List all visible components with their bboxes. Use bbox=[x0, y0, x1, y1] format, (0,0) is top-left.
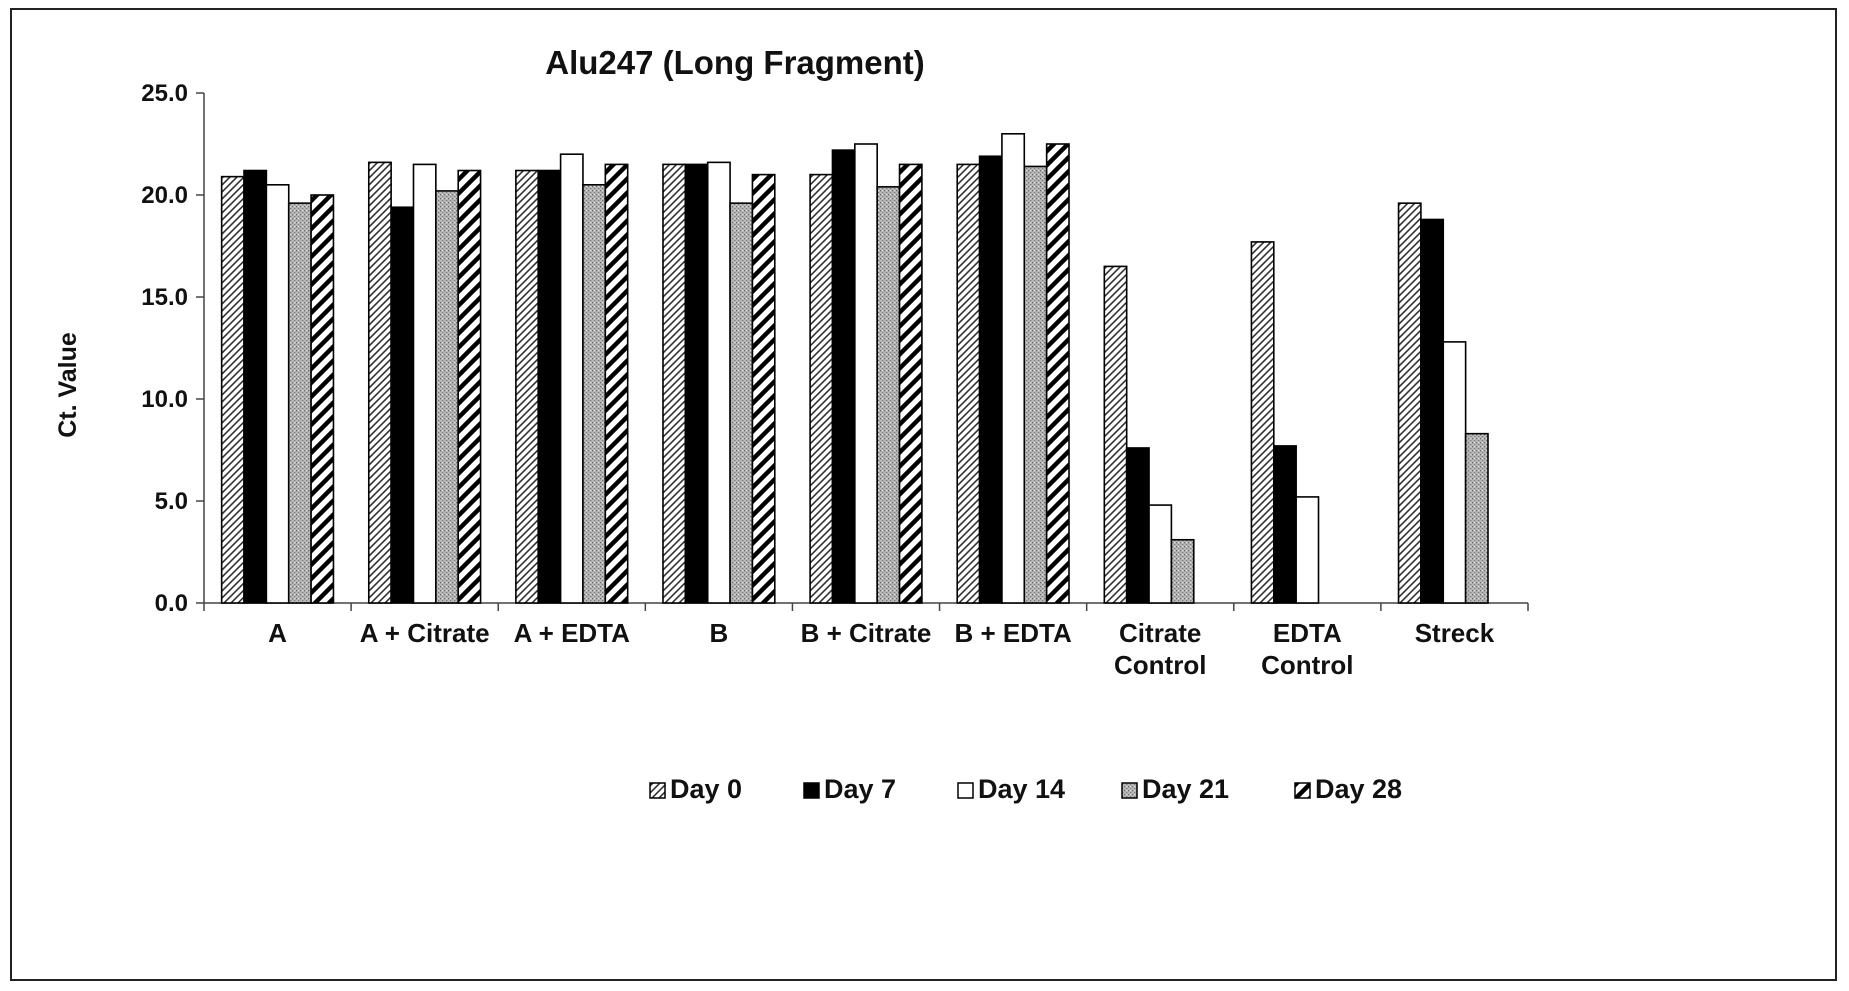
y-tick-label: 5.0 bbox=[155, 488, 188, 515]
bar-day-7 bbox=[244, 171, 266, 603]
legend: Day 0 Day 7 Day 14 Day 21 Day 28 bbox=[650, 774, 1402, 804]
x-category-label: B + Citrate bbox=[801, 618, 932, 648]
bar-day-21 bbox=[1171, 540, 1193, 603]
legend-swatch bbox=[1295, 783, 1310, 798]
bar-day-28 bbox=[900, 164, 922, 603]
bars-group bbox=[222, 134, 1488, 603]
bar-day-14 bbox=[1296, 497, 1318, 603]
bar-day-0 bbox=[1251, 242, 1273, 603]
bar-day-7 bbox=[1421, 219, 1443, 603]
bar-day-21 bbox=[289, 203, 311, 603]
bar-day-0 bbox=[516, 171, 538, 603]
bar-day-21 bbox=[1466, 434, 1488, 603]
bar-day-21 bbox=[730, 203, 752, 603]
bar-day-0 bbox=[957, 164, 979, 603]
bar-day-0 bbox=[222, 177, 244, 603]
bar-day-0 bbox=[1104, 266, 1126, 603]
legend-swatch bbox=[650, 783, 665, 798]
x-category-label: B bbox=[709, 618, 728, 648]
chart-title: Alu247 (Long Fragment) bbox=[545, 44, 925, 81]
bar-day-21 bbox=[1024, 166, 1046, 603]
bar-day-14 bbox=[1149, 505, 1171, 603]
x-category-label: Streck bbox=[1415, 618, 1495, 648]
bar-day-14 bbox=[266, 185, 288, 603]
bar-day-7 bbox=[538, 171, 560, 603]
bar-day-14 bbox=[1443, 342, 1465, 603]
bar-day-14 bbox=[855, 144, 877, 603]
y-tick-label: 10.0 bbox=[141, 386, 188, 413]
bar-day-0 bbox=[369, 162, 391, 603]
bar-day-7 bbox=[685, 164, 707, 603]
bar-day-14 bbox=[708, 162, 730, 603]
bar-day-7 bbox=[391, 207, 413, 603]
y-axis-label: Ct. Value bbox=[54, 332, 82, 438]
y-tick-label: 25.0 bbox=[141, 80, 188, 107]
bar-day-7 bbox=[1274, 446, 1296, 603]
chart-frame: Alu247 (Long Fragment) Ct. Value 0.0 5.0 1… bbox=[10, 8, 1837, 981]
bar-day-14 bbox=[413, 164, 435, 603]
bar-day-0 bbox=[663, 164, 685, 603]
bar-day-28 bbox=[311, 195, 333, 603]
bar-day-21 bbox=[583, 185, 605, 603]
legend-label: Day 7 bbox=[824, 774, 896, 804]
y-tick-label: 20.0 bbox=[141, 182, 188, 209]
x-category-label: Control bbox=[1261, 650, 1353, 680]
bar-day-28 bbox=[752, 175, 774, 603]
bar-day-0 bbox=[810, 175, 832, 603]
bar-day-28 bbox=[1047, 144, 1069, 603]
bar-day-7 bbox=[1127, 448, 1149, 603]
x-category-label: Control bbox=[1114, 650, 1206, 680]
bar-chart: Alu247 (Long Fragment) Ct. Value 0.0 5.0 1… bbox=[12, 10, 1835, 979]
x-category-label: EDTA bbox=[1273, 618, 1342, 648]
x-category-label: B + EDTA bbox=[954, 618, 1071, 648]
bar-day-14 bbox=[561, 154, 583, 603]
legend-swatch bbox=[804, 783, 819, 798]
bar-day-14 bbox=[1002, 134, 1024, 603]
bar-day-28 bbox=[458, 171, 480, 603]
legend-label: Day 0 bbox=[670, 774, 742, 804]
legend-label: Day 21 bbox=[1142, 774, 1229, 804]
y-tick-label: 15.0 bbox=[141, 284, 188, 311]
y-axis: 0.0 5.0 10.0 15.0 20.0 25.0 bbox=[141, 80, 204, 617]
legend-label: Day 28 bbox=[1315, 774, 1402, 804]
x-category-label: Citrate bbox=[1119, 618, 1201, 648]
x-category-labels: A A + Citrate A + EDTA B B + Citrate B + EDTA… bbox=[268, 618, 1495, 680]
bar-day-28 bbox=[605, 164, 627, 603]
legend-label: Day 14 bbox=[978, 774, 1065, 804]
x-category-label: A bbox=[268, 618, 287, 648]
bar-day-7 bbox=[832, 150, 854, 603]
x-category-label: A + Citrate bbox=[360, 618, 490, 648]
legend-swatch bbox=[1122, 783, 1137, 798]
legend-swatch bbox=[958, 783, 973, 798]
x-axis bbox=[204, 603, 1528, 611]
bar-day-7 bbox=[980, 156, 1002, 603]
x-category-label: A + EDTA bbox=[514, 618, 631, 648]
bar-day-21 bbox=[877, 187, 899, 603]
bar-day-21 bbox=[436, 191, 458, 603]
y-tick-label: 0.0 bbox=[155, 590, 188, 617]
bar-day-0 bbox=[1399, 203, 1421, 603]
